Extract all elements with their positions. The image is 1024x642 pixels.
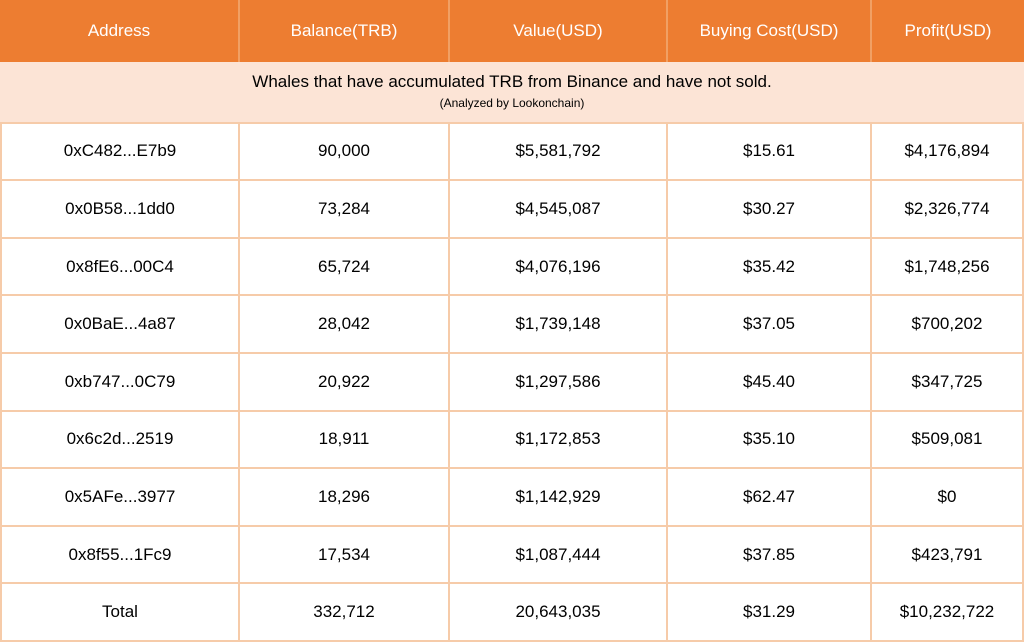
table-row: 0x0B58...1dd0 73,284 $4,545,087 $30.27 $… [0, 181, 1024, 239]
column-header-profit: Profit(USD) [872, 0, 1024, 62]
cell-address: 0x0BaE...4a87 [0, 296, 240, 354]
table-row: 0xb747...0C79 20,922 $1,297,586 $45.40 $… [0, 354, 1024, 412]
cell-total-buying-cost: $31.29 [668, 584, 872, 642]
cell-address: 0x6c2d...2519 [0, 411, 240, 470]
table-title: Whales that have accumulated TRB from Bi… [252, 71, 772, 91]
table-attribution: (Analyzed by Lookonchain) [439, 95, 585, 110]
table-row: 0x8fE6...00C4 65,724 $4,076,196 $35.42 $… [0, 238, 1024, 297]
cell-total-balance: 332,712 [240, 584, 450, 642]
cell-profit: $1,748,256 [872, 238, 1024, 297]
cell-address: 0xb747...0C79 [0, 354, 240, 412]
cell-value: $1,087,444 [450, 526, 668, 585]
cell-profit: $347,725 [872, 354, 1024, 412]
column-header-value: Value(USD) [450, 0, 668, 62]
cell-address: 0x0B58...1dd0 [0, 181, 240, 239]
cell-profit: $0 [872, 469, 1024, 527]
cell-address: 0x8fE6...00C4 [0, 238, 240, 297]
cell-balance: 73,284 [240, 181, 450, 239]
cell-balance: 18,296 [240, 469, 450, 527]
cell-balance: 18,911 [240, 411, 450, 470]
cell-value: $1,739,148 [450, 296, 668, 354]
cell-balance: 20,922 [240, 354, 450, 412]
table-row: 0x5AFe...3977 18,296 $1,142,929 $62.47 $… [0, 469, 1024, 527]
cell-profit: $700,202 [872, 296, 1024, 354]
cell-buying-cost: $30.27 [668, 181, 872, 239]
table-row: 0x6c2d...2519 18,911 $1,172,853 $35.10 $… [0, 411, 1024, 470]
column-header-buying-cost: Buying Cost(USD) [668, 0, 872, 62]
column-header-balance: Balance(TRB) [240, 0, 450, 62]
cell-value: $1,142,929 [450, 469, 668, 527]
cell-balance: 28,042 [240, 296, 450, 354]
cell-buying-cost: $35.10 [668, 411, 872, 470]
cell-profit: $509,081 [872, 411, 1024, 470]
cell-balance: 17,534 [240, 526, 450, 585]
cell-value: $5,581,792 [450, 123, 668, 182]
cell-buying-cost: $35.42 [668, 238, 872, 297]
cell-buying-cost: $37.05 [668, 296, 872, 354]
subtitle-row: Whales that have accumulated TRB from Bi… [0, 62, 1024, 124]
total-row: Total 332,712 20,643,035 $31.29 $10,232,… [0, 584, 1024, 642]
cell-total-label: Total [0, 584, 240, 642]
cell-address: 0x8f55...1Fc9 [0, 526, 240, 585]
cell-value: $4,545,087 [450, 181, 668, 239]
cell-profit: $4,176,894 [872, 123, 1024, 182]
column-header-address: Address [0, 0, 240, 62]
cell-address: 0xC482...E7b9 [0, 123, 240, 182]
cell-buying-cost: $62.47 [668, 469, 872, 527]
table-subtitle-band: Whales that have accumulated TRB from Bi… [0, 62, 1024, 124]
cell-total-value: 20,643,035 [450, 584, 668, 642]
cell-total-profit: $10,232,722 [872, 584, 1024, 642]
table-row: 0xC482...E7b9 90,000 $5,581,792 $15.61 $… [0, 123, 1024, 182]
table-row: 0x8f55...1Fc9 17,534 $1,087,444 $37.85 $… [0, 526, 1024, 585]
cell-balance: 65,724 [240, 238, 450, 297]
header-row: Address Balance(TRB) Value(USD) Buying C… [0, 0, 1024, 62]
cell-profit: $2,326,774 [872, 181, 1024, 239]
cell-address: 0x5AFe...3977 [0, 469, 240, 527]
cell-buying-cost: $37.85 [668, 526, 872, 585]
cell-balance: 90,000 [240, 123, 450, 182]
cell-value: $1,172,853 [450, 411, 668, 470]
cell-profit: $423,791 [872, 526, 1024, 585]
table-row: 0x0BaE...4a87 28,042 $1,739,148 $37.05 $… [0, 296, 1024, 354]
cell-value: $4,076,196 [450, 238, 668, 297]
cell-buying-cost: $15.61 [668, 123, 872, 182]
cell-value: $1,297,586 [450, 354, 668, 412]
cell-buying-cost: $45.40 [668, 354, 872, 412]
